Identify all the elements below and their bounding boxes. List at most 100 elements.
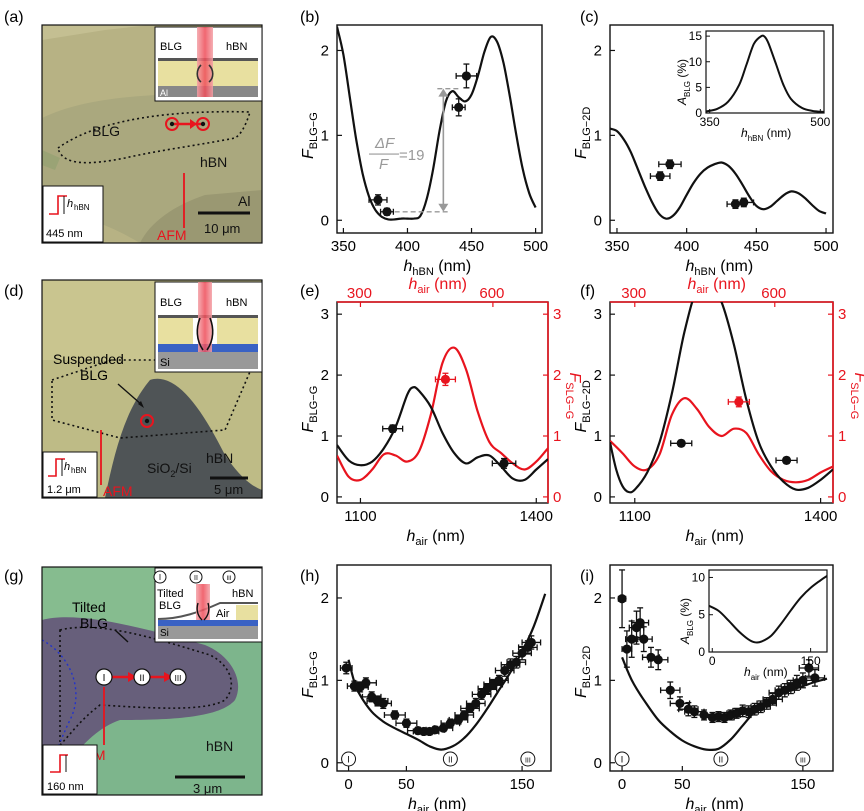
data-point-h-16 (454, 710, 475, 720)
data-point-c-2-marker (730, 199, 741, 209)
roman-marker-label-h-2: III (525, 758, 531, 765)
schematic-a: BLG hBN Al (154, 26, 263, 102)
data-point-b-3 (455, 63, 478, 89)
data-point-i-30 (804, 668, 826, 687)
ylabel-f: FBLG−2D (573, 380, 593, 432)
schematic-g: I II III Tilted BLG hBN Air Si (153, 567, 263, 643)
xtick-label-c-2: 450 (744, 238, 769, 255)
afm-inset-a-symbol: h (67, 198, 73, 210)
data-point-f-1-marker (781, 455, 792, 465)
black-curve-b (337, 26, 537, 221)
inset-ytick-label-i-2: 10 (692, 570, 706, 584)
inset-frame-c (705, 30, 825, 114)
ytick-label-e-3: 3 (321, 306, 329, 323)
chart-b: 350 400 450 500 0 1 2 hhBN (nm) FBLG−G ΔF F =19 (300, 24, 548, 278)
top-label-e: hair (nm) (409, 276, 467, 296)
xtick-label-e-0: 1100 (344, 508, 376, 525)
xtick-label-i-1: 50 (674, 776, 691, 793)
panel-label-b: (b) (300, 9, 320, 26)
data-point-b-1-marker (382, 207, 392, 217)
inset-ytick-label-c-0: 0 (695, 106, 702, 120)
trench-d (105, 378, 262, 498)
inset-ytick-label-i-1: 5 (698, 608, 705, 622)
afm-inset-d-value: 1.2 μm (47, 484, 81, 496)
top-tick-label-e-1: 600 (479, 285, 504, 302)
ylabel-h: FBLG−G (300, 651, 320, 698)
black-curve-f (610, 302, 833, 494)
afm-inset-a-sub: hBN (74, 203, 90, 212)
ytick-label-h-1: 1 (321, 672, 329, 689)
schematic-g-substrate: Si (160, 628, 169, 639)
top-tick-label-f-0: 300 (621, 285, 646, 302)
plot-area-b (337, 26, 537, 221)
schematic-g-tilted: Tilted (157, 588, 184, 600)
data-point-c-0 (649, 171, 671, 182)
panel-label-a: (a) (4, 9, 24, 26)
ytick-label-b-2: 2 (321, 42, 329, 59)
data-point-h-19 (471, 688, 492, 700)
data-point-b-0-marker (373, 195, 383, 205)
ytick-label-f-0: 0 (594, 489, 602, 506)
data-point-c-1-marker (665, 159, 675, 169)
ytick-label-i-1: 1 (594, 672, 602, 689)
roman-marker-i-1 (713, 751, 729, 767)
data-point-e-2-marker (440, 374, 451, 384)
sio2-label-d: SiO2/Si (147, 460, 192, 479)
hbn-label-d: hBN (206, 450, 233, 466)
panel-label-e: (e) (300, 283, 320, 300)
schematic-g-hbn: hBN (232, 588, 253, 600)
panel-label-d: (d) (4, 283, 24, 300)
ytick-label-e-1: 1 (321, 428, 329, 445)
tilted-label-g: Tilted (72, 599, 106, 615)
data-point-h-7-marker (390, 710, 400, 720)
schematic-d: BLG hBN Si (154, 281, 263, 373)
marker-iii-g-text: III (175, 674, 182, 683)
data-point-f-1 (775, 455, 798, 465)
data-point-h-23-marker (500, 665, 510, 676)
inset-curve-c (706, 34, 824, 113)
position-markers-g: I II III (95, 668, 187, 686)
marker-i-g-text: I (103, 673, 106, 684)
data-point-i-12-marker (699, 710, 709, 720)
data-point-h-0 (339, 661, 353, 675)
annotation-num-b: ΔF (374, 135, 395, 152)
ylabel-c: FBLG−2D (573, 107, 593, 159)
xtick-label-c-3: 500 (814, 238, 839, 255)
data-point-c-3-marker (739, 197, 749, 208)
xtick-label-f-1: 1400 (804, 508, 837, 525)
data-point-i-5 (634, 626, 653, 653)
ytick-label-c-1: 1 (594, 127, 602, 144)
axes-frame-b (336, 24, 543, 234)
afm-inset-d-sub: hBN (71, 466, 87, 475)
roman-marker-label-h-1: II (448, 756, 452, 765)
rtick-label-e-0: 0 (553, 489, 561, 506)
data-point-h-28 (521, 635, 542, 650)
data-point-h-6 (374, 697, 393, 710)
ylabel-right-e: FSLG−G (563, 373, 583, 420)
data-point-i-28 (792, 672, 814, 689)
laser-spot-d (140, 414, 154, 428)
inset-xtick-label-i-1: 150 (801, 654, 821, 668)
data-point-h-7 (383, 710, 406, 720)
black-curve-i (621, 656, 828, 752)
ytick-label-f-2: 2 (594, 367, 602, 384)
data-point-i-29 (798, 659, 820, 677)
data-point-h-14 (440, 718, 461, 728)
inset-xtick-label-c-1: 500 (810, 115, 830, 129)
ytick-label-f-1: 1 (594, 428, 602, 445)
data-point-h-25-marker (511, 657, 521, 667)
data-point-h-6-marker (378, 698, 388, 709)
data-point-b-2 (451, 98, 466, 117)
schematic-g-marker-iii: III (226, 576, 231, 582)
afm-inset-g-value: 160 nm (47, 781, 84, 793)
xtick-label-e-1: 1400 (520, 508, 553, 525)
micrograph-g: Tilted BLG hBN I II III AFM 3 μm 160 nm (41, 566, 263, 796)
data-point-b-0 (368, 194, 388, 206)
panel-label-h: (h) (300, 568, 320, 585)
data-point-i-8 (659, 681, 681, 700)
marker-iii-g (169, 668, 187, 686)
suspended-label-d: Suspended (53, 351, 124, 367)
xlabel-b: hhBN (nm) (404, 258, 472, 278)
data-point-i-9 (669, 696, 691, 711)
